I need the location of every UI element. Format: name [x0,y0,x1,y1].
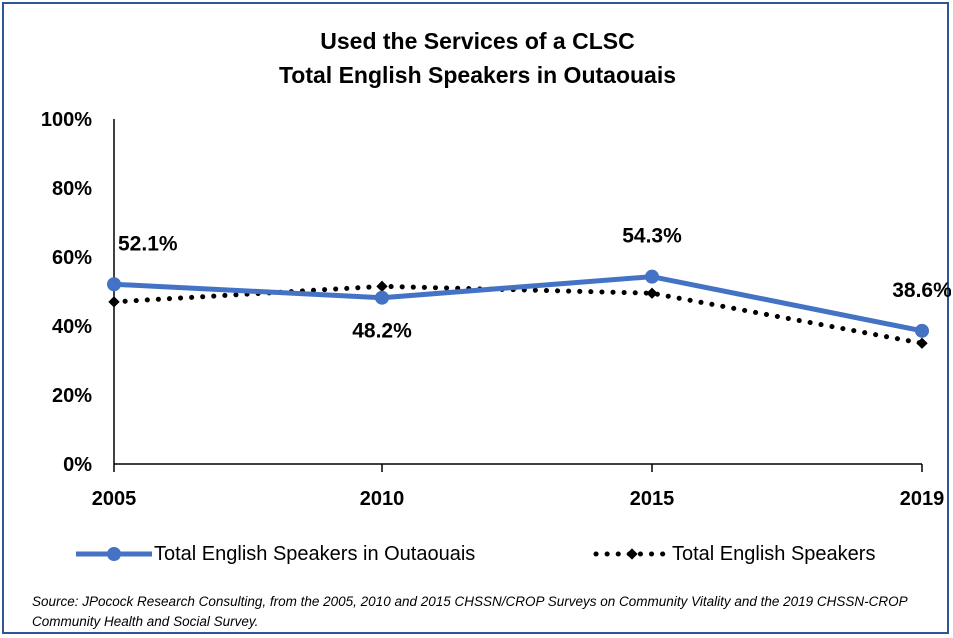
data-label: 54.3% [622,225,682,248]
series-line-total [111,283,925,346]
y-tick-label: 100% [41,109,92,131]
chart-title-line-2: Total English Speakers in Outaouais [278,62,677,88]
series-point-outaouais [915,323,929,338]
legend-item-total: Total English Speakers [592,538,875,570]
data-label: 52.1% [118,232,178,255]
series-point-total [916,337,928,349]
data-label: 38.6% [892,279,951,302]
series-point-total [646,287,658,299]
x-tick-label: 2005 [92,488,137,510]
legend-label-outaouais: Total English Speakers in Outaouais [154,542,476,565]
series-line-outaouais [113,274,923,334]
y-tick-label: 60% [52,247,92,269]
data-label: 48.2% [352,320,412,343]
y-tick-label: 20% [52,385,92,407]
chart-title: Used the Services of a CLSC Total Englis… [4,24,951,92]
series-point-outaouais [375,290,389,305]
chart-title-line-1: Used the Services of a CLSC [320,28,635,54]
source-note: Source: JPocock Research Consulting, fro… [32,594,908,629]
y-tick-label: 0% [63,454,92,476]
legend-label-total: Total English Speakers [672,542,876,565]
series-point-total [376,280,388,292]
chart-legend: Total English Speakers in Outaouais Tota… [74,538,934,570]
y-tick-label: 80% [52,178,92,200]
x-tick-label: 2010 [360,488,405,510]
series-point-outaouais [645,269,659,284]
y-tick-label: 40% [52,316,92,338]
legend-item-outaouais: Total English Speakers in Outaouais [74,538,475,570]
legend-swatch-outaouais [76,547,152,561]
x-tick-label: 2015 [630,488,675,510]
series-point-total [108,296,120,308]
legend-swatch-total [593,548,672,560]
series-point-outaouais [107,277,121,292]
line-chart: 0% 20% 40% 60% 80% 100% 2005 2010 2015 2019 52.1% 4… [41,109,951,510]
x-tick-label: 2019 [900,488,945,510]
